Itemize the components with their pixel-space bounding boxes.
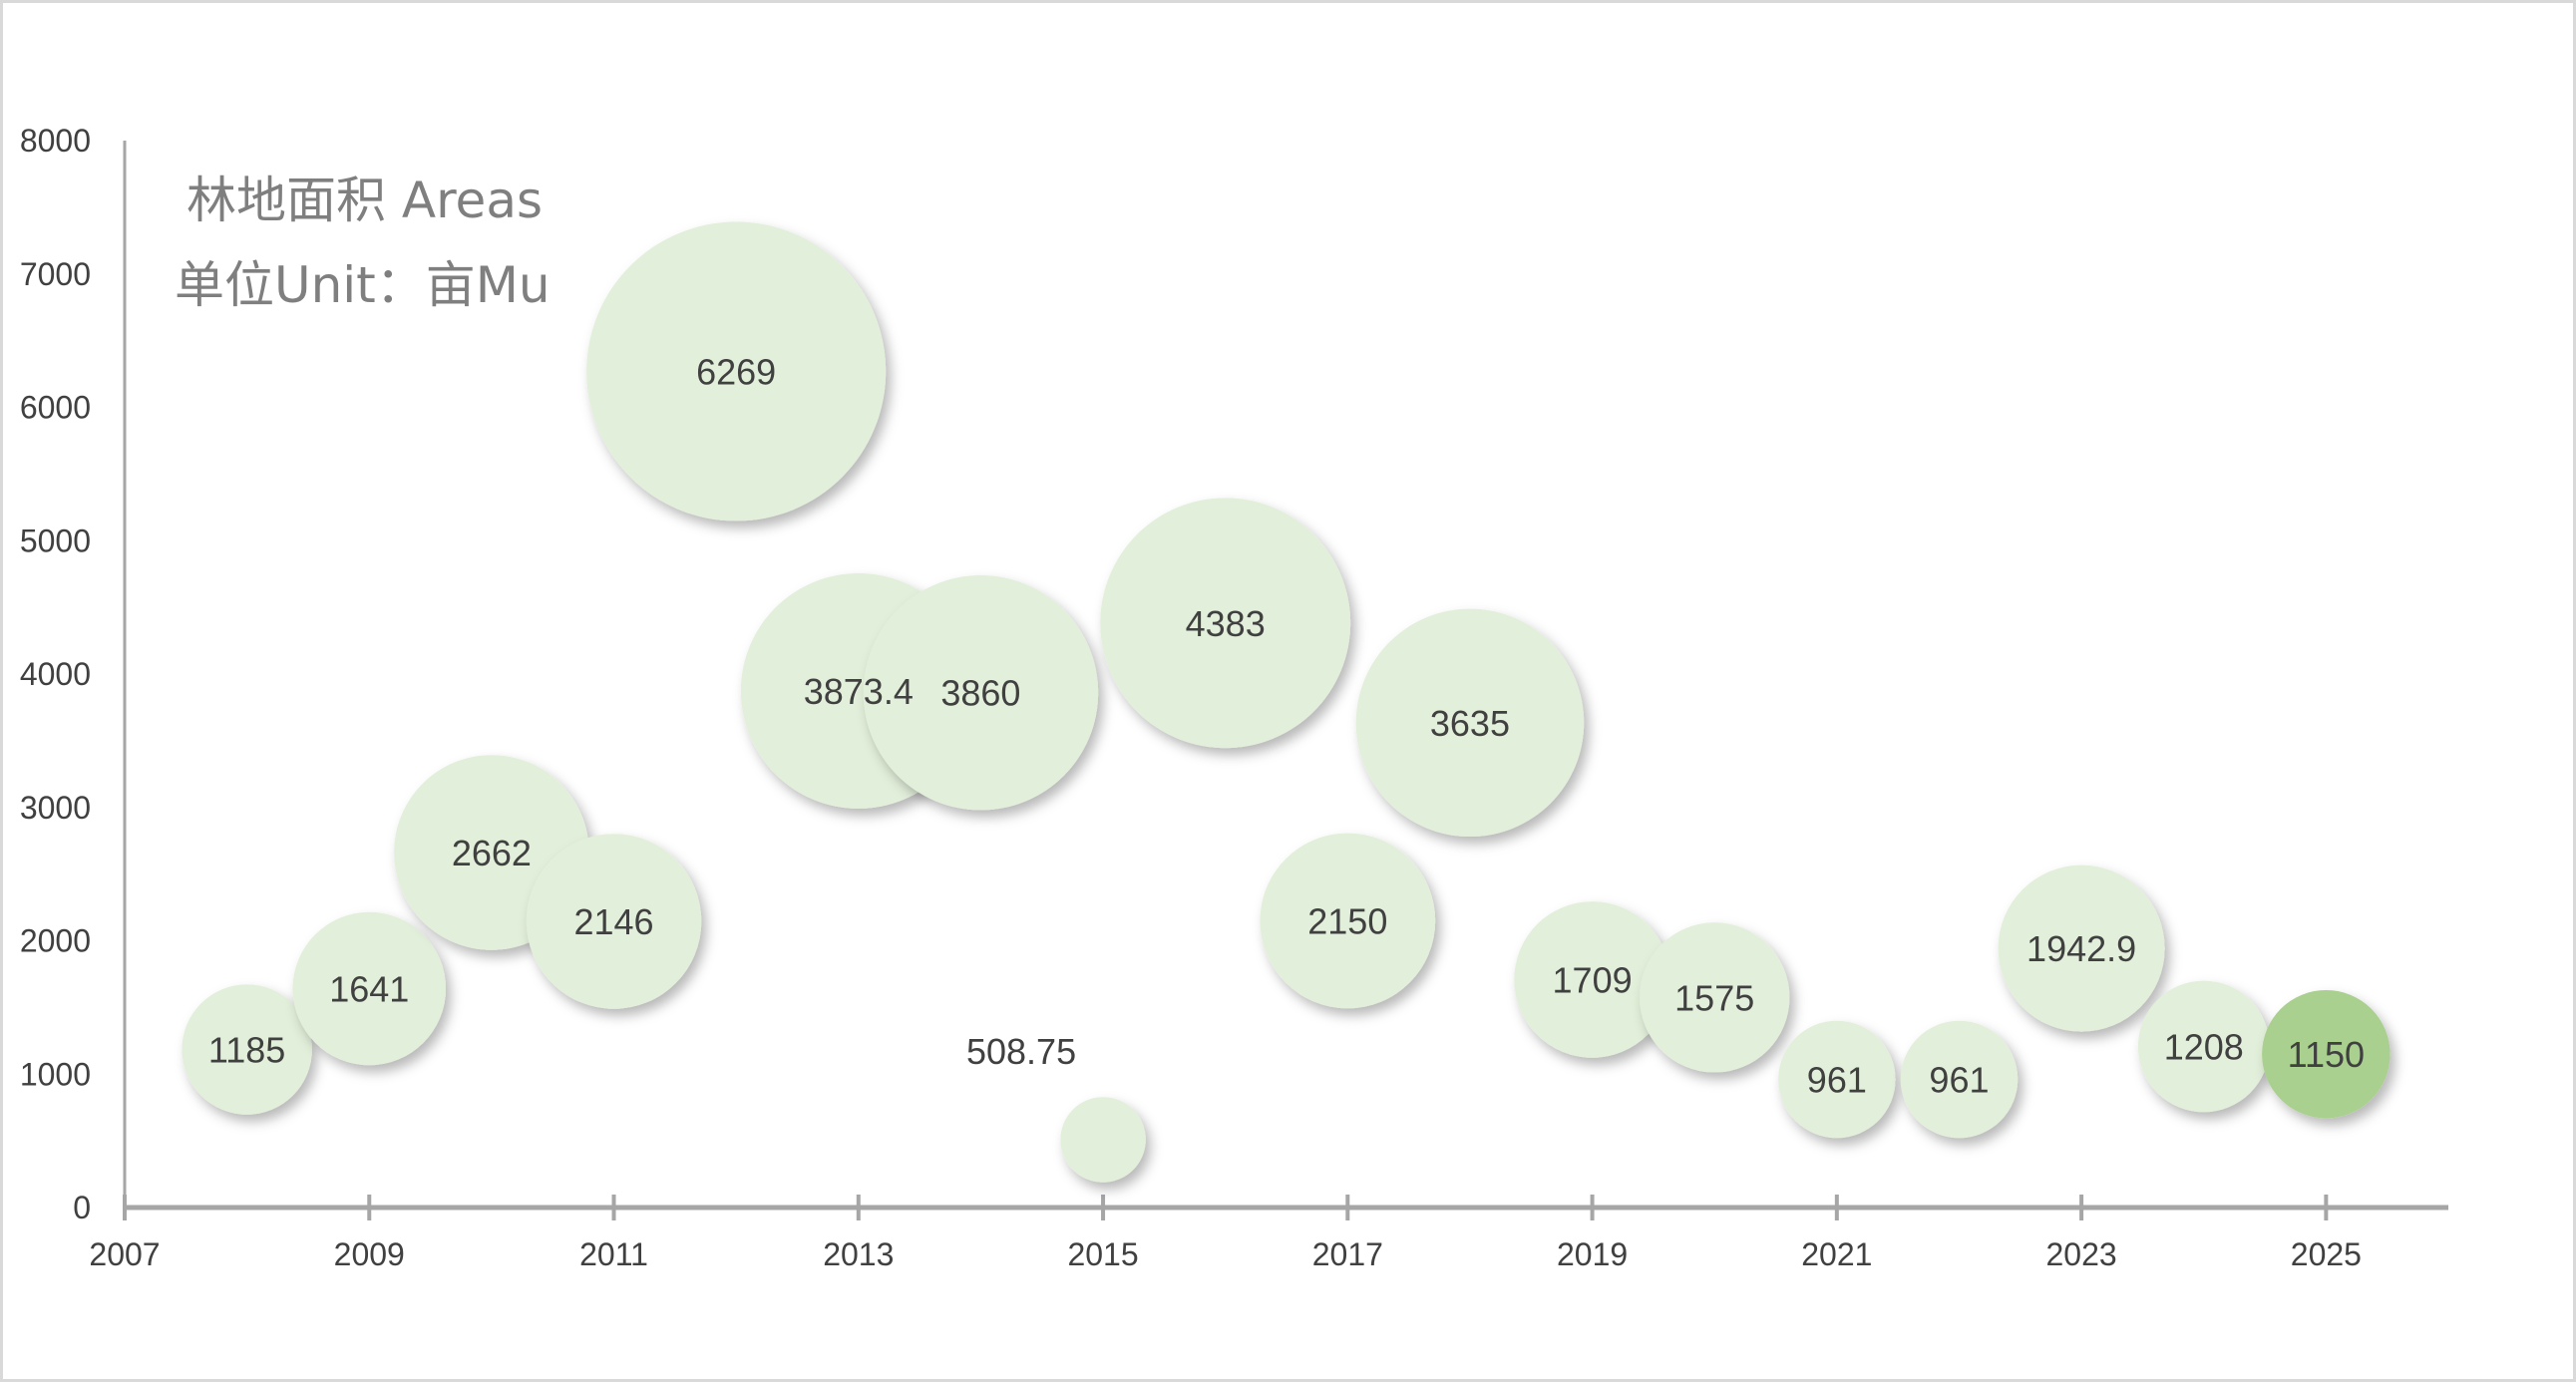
- data-labels: 1185 1641 2662 2146 6269 3873.4 3860 508.75 4383…: [208, 352, 2365, 1101]
- bubble: [1514, 901, 1670, 1058]
- data-label: 1942.9: [2026, 928, 2136, 969]
- data-label: 1185: [208, 1030, 285, 1071]
- data-label: 4383: [1186, 603, 1266, 644]
- chart-title-line-2: 单位Unit：亩Mu: [175, 256, 551, 314]
- bubble: [1778, 1020, 1896, 1139]
- x-tick-label: 2011: [579, 1236, 648, 1272]
- bubble: [1998, 865, 2165, 1032]
- y-tick-label: 6000: [20, 390, 91, 426]
- data-label: 6269: [696, 352, 776, 393]
- data-label: 2146: [573, 901, 653, 942]
- data-label: 3635: [1430, 703, 1510, 744]
- y-tick-label: 1000: [20, 1056, 91, 1092]
- y-tick-label: 4000: [20, 656, 91, 692]
- data-label: 3873.4: [804, 671, 914, 712]
- bubble: [1260, 833, 1436, 1009]
- data-label: 3860: [940, 673, 1020, 714]
- y-tick-label: 7000: [20, 256, 91, 292]
- bubble-highlighted: [2262, 989, 2391, 1119]
- bubble: [182, 984, 312, 1115]
- bubble: [1100, 498, 1351, 749]
- x-tick-label: 2021: [1801, 1236, 1872, 1272]
- bubble: [2137, 980, 2270, 1113]
- data-label: 961: [1929, 1059, 1989, 1100]
- x-tick-label: 2023: [2046, 1236, 2117, 1272]
- x-tick-label: 2025: [2291, 1236, 2362, 1272]
- bubble: [1060, 1097, 1146, 1183]
- y-tick-label: 8000: [20, 123, 91, 159]
- y-tick-label: 5000: [20, 522, 91, 558]
- x-tick-label: 2017: [1312, 1236, 1383, 1272]
- x-tick-label: 2015: [1067, 1236, 1138, 1272]
- data-label: 1575: [1674, 977, 1754, 1018]
- bubble-chart: 0 1000 2000 3000 4000 5000 6000 7000 8000 2007 200…: [20, 123, 2448, 1272]
- chart-title-line-1: 林地面积 Areas: [186, 172, 543, 229]
- x-tick-label: 2007: [89, 1236, 160, 1272]
- y-tick-label: 0: [73, 1190, 91, 1225]
- bubble: [586, 221, 887, 521]
- data-label: 1150: [2288, 1034, 2365, 1075]
- x-tick-label: 2009: [334, 1236, 405, 1272]
- y-tick-label: 2000: [20, 923, 91, 959]
- x-tick-label: 2013: [823, 1236, 894, 1272]
- data-label: 1641: [329, 969, 409, 1010]
- data-label: 961: [1807, 1059, 1867, 1100]
- bubble: [863, 575, 1099, 811]
- data-label: 2150: [1307, 900, 1387, 941]
- bubble: [526, 834, 702, 1009]
- bubbles: [182, 221, 2391, 1183]
- axes: 0 1000 2000 3000 4000 5000 6000 7000 8000 2007 200…: [20, 123, 2448, 1272]
- bubble: [1640, 922, 1790, 1073]
- bubble: [1355, 608, 1585, 838]
- bubble: [1900, 1020, 2019, 1139]
- data-label: 2662: [452, 833, 532, 873]
- bubble: [292, 911, 447, 1066]
- data-label: 508.75: [966, 1031, 1076, 1072]
- data-label: 1208: [2164, 1026, 2244, 1067]
- x-tick-label: 2019: [1557, 1236, 1628, 1272]
- y-tick-label: 3000: [20, 790, 91, 826]
- data-label: 1709: [1553, 959, 1633, 1000]
